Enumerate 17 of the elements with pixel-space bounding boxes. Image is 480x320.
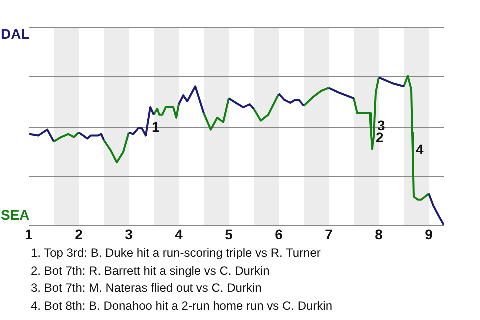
text: DAL: [1, 26, 30, 42]
text: 3. Bot 7th: M. Nateras flied out vs C. Durkin: [31, 280, 263, 297]
x-tick-label: 7: [325, 226, 334, 242]
x-tick-label: 1: [25, 226, 34, 242]
text: 4. Bot 8th: B. Donahoo hit a 2-run home run vs C. Durkin: [31, 298, 332, 314]
x-tick-label: 8: [375, 226, 384, 242]
x-tick-label: 6: [275, 226, 284, 242]
x-tick-label: 9: [425, 226, 434, 242]
x-tick-label: 5: [225, 226, 234, 242]
text: 2. Bot 7th: R. Barrett hit a single vs C. Durkin: [31, 262, 271, 280]
annotation: SEA: [1, 207, 30, 224]
x-tick-label: 2: [75, 226, 84, 242]
text: 1. Top 3rd: B. Duke hit a run-scoring triple vs R. Turner: [31, 245, 322, 262]
annotation: 1: [152, 119, 160, 136]
x-tick-label: 3: [125, 226, 134, 242]
annotation: 4: [416, 142, 424, 158]
x-tick-label: 4: [175, 226, 184, 242]
